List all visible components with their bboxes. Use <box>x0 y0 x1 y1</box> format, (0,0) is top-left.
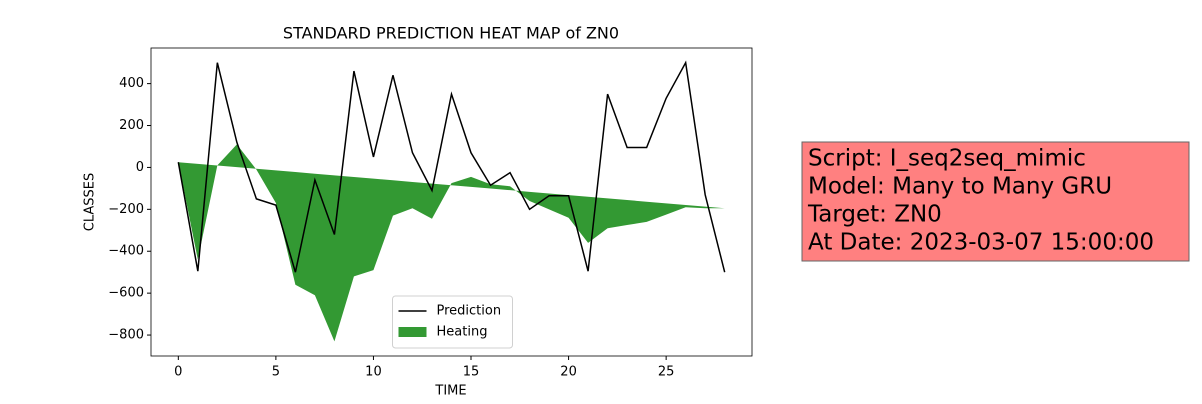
y-tick-label: 200 <box>119 118 144 133</box>
heating-area <box>178 144 725 342</box>
x-tick-label: 25 <box>658 365 675 380</box>
y-tick-label: −600 <box>108 286 144 301</box>
y-tick-label: −800 <box>108 328 144 343</box>
annotation-box <box>801 141 1190 262</box>
x-tick-label: 20 <box>560 365 577 380</box>
annotation-line: Model: Many to Many GRU <box>808 174 1112 200</box>
annotation-line: Script: I_seq2seq_mimic <box>808 146 1086 172</box>
legend-label: Prediction <box>437 304 502 319</box>
annotation-line: Target: ZN0 <box>807 202 942 228</box>
chart-title: STANDARD PREDICTION HEAT MAP of ZN0 <box>283 24 619 43</box>
y-tick-label: 0 <box>136 160 144 175</box>
legend-label: Heating <box>437 325 488 340</box>
plot-frame <box>150 47 753 357</box>
x-tick-label: 0 <box>174 365 182 380</box>
x-axis-label: TIME <box>434 384 466 399</box>
annotation-line: At Date: 2023-03-07 15:00:00 <box>808 230 1154 256</box>
legend-swatch <box>398 327 427 337</box>
y-tick-label: 400 <box>119 76 144 91</box>
y-tick-label: −200 <box>108 202 144 217</box>
x-tick-label: 15 <box>463 365 480 380</box>
prediction-line <box>177 60 726 273</box>
x-tick-label: 5 <box>272 365 280 380</box>
x-tick-label: 10 <box>365 365 382 380</box>
y-tick-label: −400 <box>108 244 144 259</box>
y-axis-label: CLASSES <box>83 173 98 231</box>
